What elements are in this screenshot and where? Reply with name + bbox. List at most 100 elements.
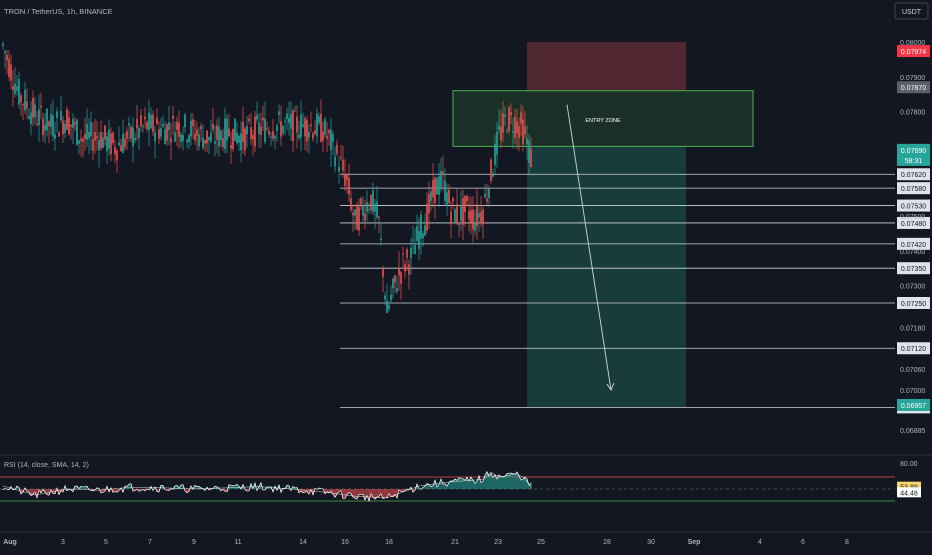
candle-body <box>20 95 22 103</box>
rsi-scale-tick: 80.00 <box>900 461 918 468</box>
level-badge-label: 0.07580 <box>901 186 926 193</box>
candle-body <box>118 142 120 146</box>
candle-body <box>114 146 116 155</box>
candle-body <box>158 129 160 139</box>
candle-body <box>300 114 302 138</box>
candle-body <box>174 132 176 142</box>
candle-body <box>48 121 50 127</box>
candle-body <box>212 123 214 130</box>
candle-body <box>328 130 330 134</box>
candle-body <box>94 132 96 141</box>
candle-body <box>366 202 368 212</box>
price-badge-current <box>897 143 930 166</box>
level-badge-label: 0.07250 <box>901 301 926 308</box>
candle-body <box>426 203 428 231</box>
level-badge <box>897 262 930 275</box>
candle-body <box>394 275 396 283</box>
candle-body <box>504 114 506 117</box>
candle-body <box>420 214 422 239</box>
rsi-badge-label: 44.48 <box>900 490 918 497</box>
take-profit-zone[interactable] <box>527 146 686 408</box>
currency-label: USDT <box>902 9 922 16</box>
candle-body <box>2 43 4 46</box>
candle-body <box>310 124 312 126</box>
level-badge <box>897 297 930 309</box>
candle-body <box>186 140 188 143</box>
price-badge-label: 0.07870 <box>901 85 926 92</box>
candle-body <box>58 132 60 137</box>
candle-body <box>476 204 478 227</box>
price-tick: 0.07000 <box>900 388 925 395</box>
candle-body <box>70 124 72 127</box>
time-tick: 3 <box>61 539 65 546</box>
candle-body <box>472 209 474 230</box>
candle-body <box>460 204 462 222</box>
level-badge <box>897 216 930 229</box>
candle-body <box>130 126 132 139</box>
stop-loss-zone[interactable] <box>527 42 686 91</box>
candle-body <box>54 134 56 139</box>
candle-body <box>330 129 332 150</box>
price-tick: 0.07800 <box>900 110 925 117</box>
candle-body <box>142 126 144 128</box>
candle-body <box>122 134 124 153</box>
candle-body <box>342 159 344 171</box>
candle-body <box>412 239 414 241</box>
candle-body <box>386 300 388 314</box>
candle-body <box>14 83 16 94</box>
price-badge-label: 0.07974 <box>901 49 926 56</box>
time-tick: 7 <box>148 539 152 546</box>
candle-body <box>518 126 520 138</box>
rsi-badge <box>897 481 921 492</box>
projection-arrow[interactable] <box>566 104 612 391</box>
candle-body <box>162 123 164 127</box>
candle-body <box>514 116 516 138</box>
time-tick: 25 <box>537 539 545 546</box>
candle-body <box>164 128 166 145</box>
candle-body <box>462 198 464 225</box>
time-tick: 28 <box>603 539 611 546</box>
candle-body <box>204 140 206 144</box>
candle-body <box>526 138 528 145</box>
candle-body <box>276 125 278 131</box>
price-tick: 0.07400 <box>900 249 925 256</box>
candle-body <box>354 209 356 216</box>
candle-body <box>32 98 34 118</box>
candle-body <box>372 190 374 212</box>
candle-body <box>220 131 222 140</box>
candle-body <box>360 198 362 205</box>
candle-body <box>524 126 526 135</box>
candle-body <box>308 131 310 138</box>
candle-body <box>494 143 496 165</box>
level-badge-label: 0.07420 <box>901 242 926 249</box>
candle-body <box>496 131 498 155</box>
candle-body <box>160 127 162 137</box>
candle-body <box>334 156 336 167</box>
candle-body <box>98 140 100 150</box>
candle-body <box>490 159 492 181</box>
candle-body <box>192 119 194 127</box>
candle-body <box>202 137 204 149</box>
rsi-title: RSI (14, close, SMA, 14, 2) <box>4 462 89 469</box>
candle-body <box>356 204 358 230</box>
level-badge-label: 0.07620 <box>901 172 926 179</box>
countdown-label: 58:31 <box>905 158 923 165</box>
candle-body <box>312 133 314 139</box>
candle-body <box>306 120 308 142</box>
candle-body <box>16 86 18 91</box>
candle-body <box>432 179 434 198</box>
level-badge <box>897 182 930 195</box>
level-badge <box>897 342 930 355</box>
candle-body <box>128 123 130 126</box>
time-tick: 14 <box>299 539 307 546</box>
candle-body <box>262 117 264 121</box>
candle-body <box>38 109 40 125</box>
candle-body <box>302 124 304 127</box>
candle-body <box>470 210 472 223</box>
currency-button[interactable] <box>894 2 929 20</box>
candle-body <box>452 198 454 202</box>
candle-body <box>468 211 470 220</box>
